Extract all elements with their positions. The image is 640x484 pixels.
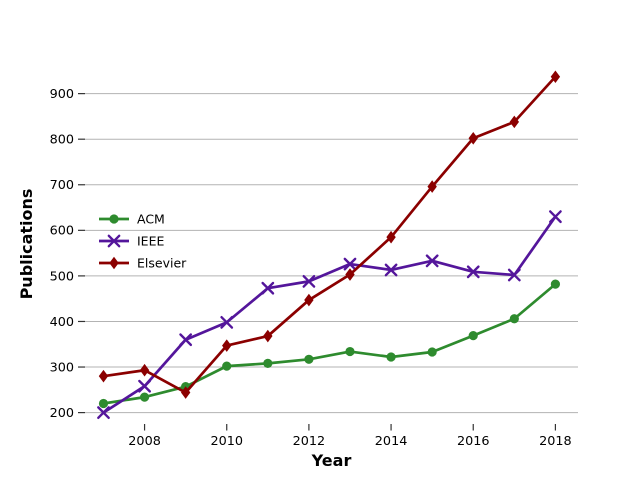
ieee-point (302, 274, 316, 288)
y-axis-label: Publications (17, 189, 36, 300)
elsevier-point (139, 363, 150, 377)
y-tick-label: 700 (50, 178, 74, 193)
legend-item-elsevier: Elsevier (99, 255, 187, 270)
ieee-point (179, 333, 193, 347)
acm-point (427, 347, 437, 357)
elsevier-point (222, 339, 232, 352)
series-line (102, 215, 557, 414)
y-tick-label: 300 (50, 360, 74, 375)
ieee-point (261, 281, 275, 295)
elsevier-point (468, 131, 478, 145)
ieee-point (549, 210, 562, 224)
x-icon (107, 234, 121, 248)
ieee-point (384, 263, 398, 277)
x-tick-label: 2014 (375, 434, 408, 449)
y-tick-label: 200 (50, 406, 74, 421)
x-tick-label: 2012 (293, 434, 326, 449)
axis-ticks: 200 300 400 500 600 700 800 900 2008 2010 2012 2014… (50, 87, 572, 449)
series-line (103, 75, 557, 394)
legend-label: Elsevier (137, 255, 187, 270)
elsevier-point (304, 293, 314, 307)
acm-point (345, 346, 355, 357)
y-tick-label: 400 (50, 315, 74, 330)
acm-point (468, 330, 478, 341)
elsevier-point (427, 180, 437, 193)
elsevier-point (345, 268, 355, 281)
series-ieee (97, 210, 562, 420)
legend-label: IEEE (137, 233, 164, 248)
acm-point (139, 392, 150, 402)
acm-point (550, 279, 561, 289)
series-elsevier (98, 70, 561, 399)
series-acm (98, 279, 561, 409)
x-tick-label: 2018 (539, 434, 572, 449)
ieee-point (138, 379, 151, 393)
y-tick-label: 600 (50, 224, 74, 239)
y-tick-label: 800 (50, 133, 74, 148)
elsevier-point (386, 230, 396, 244)
ieee-point (220, 315, 234, 329)
legend: ACM IEEE Elsevier (99, 211, 187, 270)
ieee-point (97, 406, 110, 420)
ieee-point (507, 268, 521, 282)
legend-item-ieee: IEEE (99, 233, 164, 248)
elsevier-point (98, 369, 109, 383)
y-tick-label: 900 (50, 87, 74, 102)
diamond-icon (109, 256, 119, 270)
circle-icon (109, 214, 119, 224)
acm-point (222, 361, 232, 371)
acm-point (304, 354, 314, 364)
acm-point (386, 352, 396, 362)
gridlines (85, 93, 578, 414)
elsevier-point (550, 70, 561, 84)
acm-point (263, 358, 273, 368)
ieee-point (343, 257, 357, 271)
elsevier-point (509, 115, 520, 129)
ieee-point (466, 265, 480, 279)
x-axis-label: Year (311, 451, 352, 470)
elsevier-point (263, 329, 273, 343)
x-tick-label: 2010 (210, 434, 243, 449)
y-tick-label: 500 (50, 269, 74, 284)
x-tick-label: 2008 (128, 434, 161, 449)
x-tick-label: 2016 (457, 434, 490, 449)
acm-point (509, 314, 519, 324)
ieee-point (425, 254, 439, 268)
legend-label: ACM (137, 211, 165, 226)
elsevier-point (180, 386, 191, 399)
acm-point (98, 398, 109, 409)
legend-item-acm: ACM (99, 211, 165, 226)
